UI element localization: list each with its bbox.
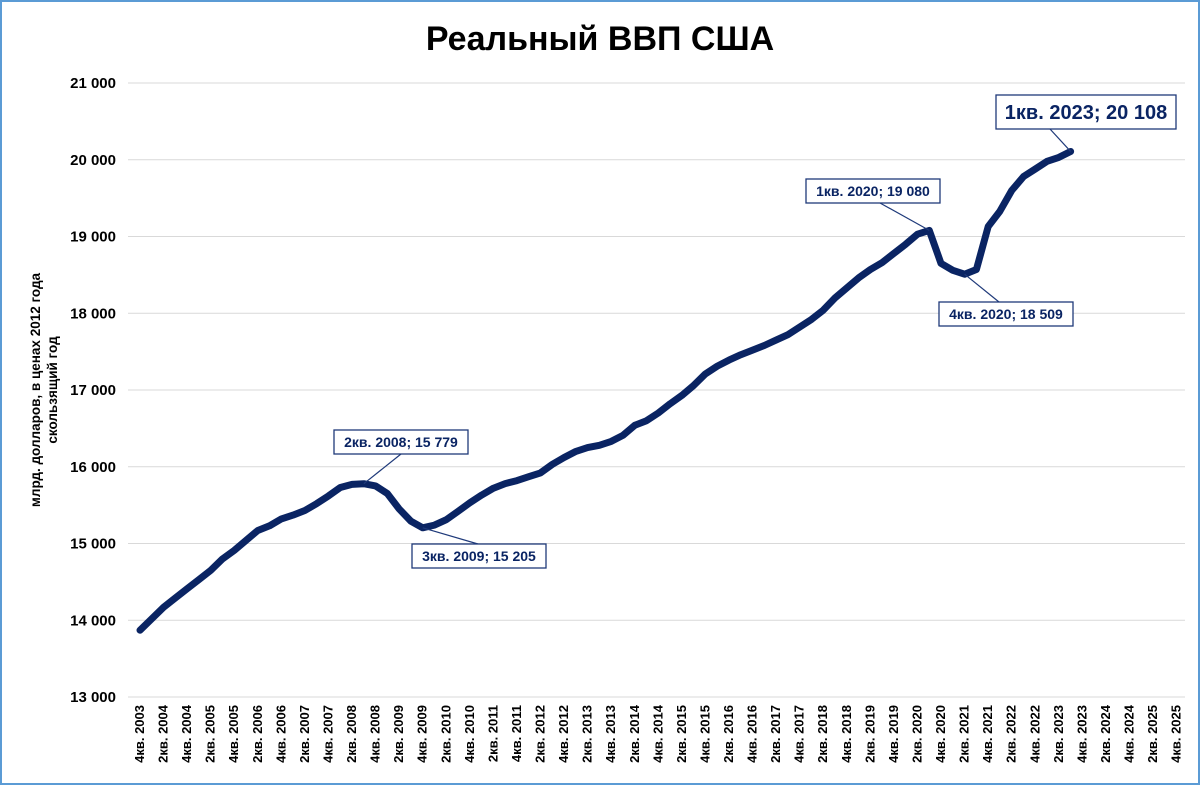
- annotation-label: 1кв. 2020; 19 080: [816, 183, 930, 199]
- y-tick-label: 14 000: [70, 612, 116, 629]
- x-tick-label: 4кв. 2019: [886, 705, 901, 763]
- y-tick-label: 21 000: [70, 75, 116, 92]
- annotation-box: [333, 429, 469, 455]
- x-tick-label: 2кв. 2005: [203, 705, 218, 763]
- x-tick-label: 2кв. 2025: [1145, 705, 1160, 763]
- x-tick-label: 4кв. 2023: [1074, 705, 1089, 763]
- x-tick-label: 2кв. 2007: [297, 705, 312, 763]
- annotation-callout: 4кв. 2020; 18 509: [938, 273, 1074, 327]
- x-tick-label: 4кв. 2021: [980, 705, 995, 763]
- annotation-label: 2кв. 2008; 15 779: [344, 434, 458, 450]
- y-tick-label: 15 000: [70, 536, 116, 553]
- x-tick-label: 2кв. 2008: [344, 705, 359, 763]
- x-tick-label: 2кв. 2012: [533, 705, 548, 763]
- annotation-leader-line: [964, 273, 1000, 303]
- y-axis-title: млрд. долларов, в ценах 2012 года скольз…: [28, 272, 60, 507]
- y-tick-label: 17 000: [70, 382, 116, 399]
- annotation-callout: 2кв. 2008; 15 779: [333, 429, 469, 485]
- annotation-leader-line: [422, 527, 479, 545]
- x-tick-label: 4кв. 2013: [603, 705, 618, 763]
- x-tick-label: 4кв. 2015: [697, 705, 712, 763]
- y-tick-label: 18 000: [70, 305, 116, 322]
- x-tick-label: 2кв. 2014: [627, 704, 642, 763]
- series-layer: [136, 148, 1075, 634]
- annotation-label: 1кв. 2023; 20 108: [1005, 102, 1167, 124]
- y-tick-label: 16 000: [70, 459, 116, 476]
- annotation-callout: 3кв. 2009; 15 205: [411, 527, 547, 569]
- x-tick-label: 4кв. 2010: [462, 705, 477, 763]
- annotation-leader-line: [363, 453, 402, 485]
- x-tick-label: 2кв. 2023: [1051, 705, 1066, 763]
- y-tick-label: 19 000: [70, 229, 116, 246]
- x-tick-label: 4кв. 2020: [933, 705, 948, 763]
- x-tick-label: 2кв. 2015: [674, 705, 689, 763]
- annotation-callout: 1кв. 2023; 20 108: [995, 94, 1177, 152]
- chart-title: Реальный ВВП США: [426, 20, 774, 58]
- x-tick-label: 4кв. 2022: [1027, 705, 1042, 763]
- x-tick-label: 4кв. 2018: [839, 705, 854, 763]
- annotations: 2кв. 2008; 15 779 3кв. 2009; 15 205 1кв. 2…: [333, 94, 1177, 569]
- y-tick-labels: 13 000 14 000 15 000 16 000 17 000 18 000 19 0…: [70, 75, 116, 706]
- x-tick-label: 2кв. 2019: [862, 705, 877, 763]
- x-tick-label: 4кв. 2011: [509, 705, 524, 762]
- x-tick-label: 4кв. 2014: [650, 704, 665, 763]
- y-axis-label-line1: млрд. долларов, в ценах 2012 года: [28, 272, 43, 507]
- x-tick-label: 4кв. 2007: [320, 705, 335, 763]
- x-tick-labels: 4кв. 2003 2кв. 2004 4кв. 2004 2кв. 2005 4кв.…: [132, 704, 1184, 763]
- x-tick-label: 4кв. 2008: [368, 705, 383, 763]
- x-tick-label: 2кв. 2011: [485, 705, 500, 762]
- series-line: [136, 148, 1075, 634]
- x-tick-label: 4кв. 2003: [132, 705, 147, 763]
- y-tick-label: 20 000: [70, 152, 116, 169]
- y-axis-label-line2: скользящий год: [45, 336, 60, 444]
- x-tick-label: 2кв. 2016: [721, 705, 736, 763]
- x-tick-label: 2кв. 2006: [250, 705, 265, 763]
- x-tick-label: 4кв. 2006: [273, 705, 288, 763]
- annotation-box: [411, 543, 547, 569]
- x-tick-label: 4кв. 2005: [226, 705, 241, 763]
- x-tick-label: 4кв. 2025: [1169, 705, 1184, 763]
- x-tick-label: 2кв. 2013: [580, 705, 595, 763]
- annotation-leader-line: [1049, 128, 1072, 152]
- annotation-box: [938, 301, 1074, 327]
- x-tick-label: 2кв. 2020: [909, 705, 924, 763]
- x-tick-label: 4кв. 2024: [1122, 704, 1137, 763]
- annotation-box: [995, 94, 1177, 130]
- x-tick-label: 2кв. 2010: [438, 705, 453, 763]
- annotation-callout: 1кв. 2020; 19 080: [805, 178, 941, 231]
- x-tick-label: 2кв. 2018: [815, 705, 830, 763]
- x-tick-label: 2кв. 2017: [768, 705, 783, 763]
- x-tick-label: 4кв. 2016: [745, 705, 760, 763]
- annotation-label: 4кв. 2020; 18 509: [949, 306, 1063, 322]
- annotation-box: [805, 178, 941, 204]
- x-tick-label: 4кв. 2004: [179, 704, 194, 763]
- y-tick-label: 13 000: [70, 689, 116, 706]
- x-tick-label: 2кв. 2009: [391, 705, 406, 763]
- x-tick-label: 4кв. 2012: [556, 705, 571, 763]
- x-tick-label: 4кв. 2017: [792, 705, 807, 763]
- annotation-label: 3кв. 2009; 15 205: [422, 548, 536, 564]
- x-tick-label: 2кв. 2021: [957, 705, 972, 763]
- x-tick-label: 2кв. 2022: [1004, 705, 1019, 763]
- annotation-leader-line: [879, 202, 930, 231]
- x-tick-label: 4кв. 2009: [415, 705, 430, 763]
- x-tick-label: 2кв. 2024: [1098, 704, 1113, 763]
- x-tick-label: 2кв. 2004: [156, 704, 171, 763]
